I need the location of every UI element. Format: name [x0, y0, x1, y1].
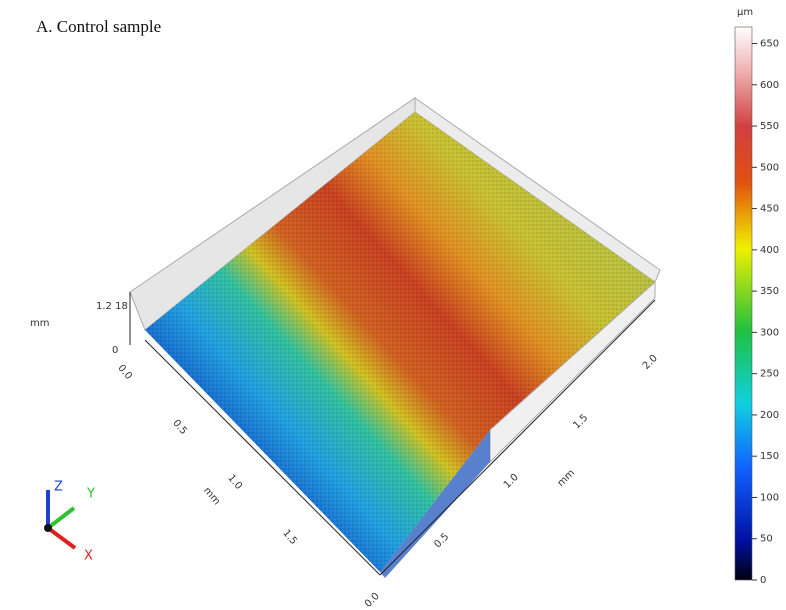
- gizmo-z-label: Z: [54, 480, 63, 495]
- axis-tick-label: 0.0: [363, 591, 382, 610]
- colorbar-tick-label: 50: [760, 534, 773, 545]
- colorbar-tick-label: 0: [760, 575, 766, 586]
- axis-tick-label: 1.0: [225, 473, 244, 492]
- axis-title: mm: [201, 485, 222, 507]
- colorbar-tick-label: 100: [760, 492, 779, 503]
- colorbar-unit: µm: [737, 7, 753, 18]
- z-tick-label: 0: [112, 345, 118, 356]
- colorbar-tick-label: 400: [760, 245, 779, 256]
- colorbar-tick-label: 300: [760, 327, 779, 338]
- colorbar-tick-label: 600: [760, 80, 779, 91]
- axis-tick-label: 0.5: [170, 418, 189, 437]
- surface-plot: [130, 98, 660, 578]
- colorbar-tick-label: 550: [760, 121, 779, 132]
- page: A. Control sample Z Y X µm 0 50 100 150 200 2…: [0, 0, 786, 610]
- surface-texture: [145, 112, 655, 572]
- axis-title: mm: [556, 468, 578, 490]
- axis-tick-label: 0.5: [432, 531, 451, 550]
- axis-tick-label: 1.0: [502, 472, 521, 491]
- figure-title: A. Control sample: [36, 17, 161, 36]
- axis-tick-label: 2.0: [641, 353, 660, 372]
- gizmo-y: [48, 508, 74, 528]
- gizmo-y-label: Y: [86, 487, 95, 502]
- colorbar-tick-label: 450: [760, 204, 779, 215]
- axis-tick-label: 1.5: [571, 412, 590, 431]
- axis-tick-label: 1.5: [280, 528, 299, 547]
- gizmo-origin: [44, 524, 52, 532]
- gizmo-x: [48, 528, 75, 548]
- z-axis-label: mm: [30, 318, 49, 329]
- colorbar-tick-label: 350: [760, 286, 779, 297]
- gizmo-x-label: X: [84, 549, 93, 564]
- axis-tick-label: 0.0: [115, 363, 134, 382]
- z-tick-label: 1.2 18: [96, 301, 128, 312]
- colorbar-tick-label: 150: [760, 451, 779, 462]
- axis-gizmo: Z Y X: [44, 480, 95, 564]
- colorbar-tick-label: 250: [760, 369, 779, 380]
- colorbar-tick-label: 200: [760, 410, 779, 421]
- colorbar-tick-label: 650: [760, 39, 779, 50]
- colorbar: µm: [735, 7, 753, 580]
- colorbar-gradient: [735, 27, 752, 580]
- colorbar-tick-label: 500: [760, 162, 779, 173]
